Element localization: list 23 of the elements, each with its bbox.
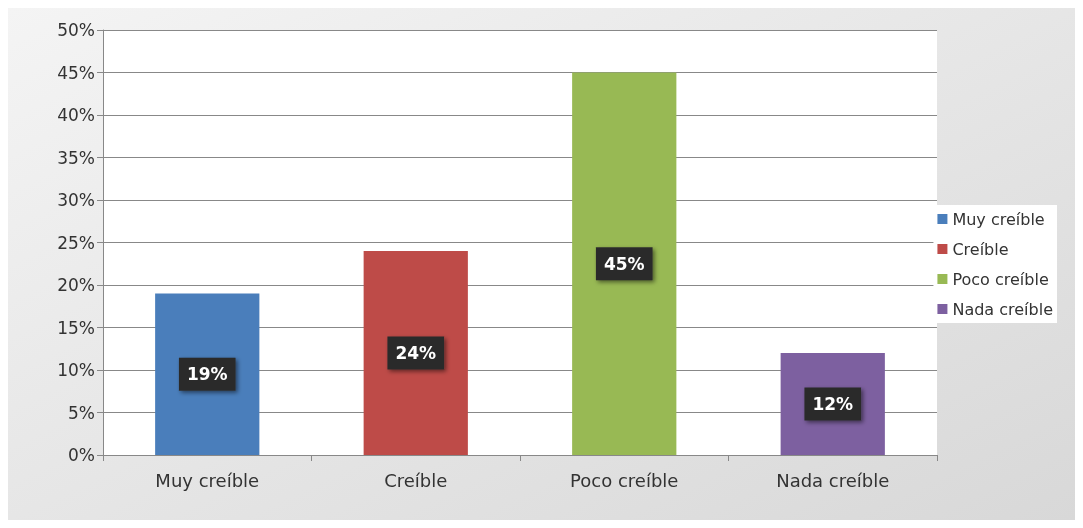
y-tick-label: 45% <box>57 62 95 83</box>
y-tick-label: 10% <box>57 360 95 380</box>
y-tick-label: 30% <box>57 190 95 210</box>
y-tick-label: 50% <box>57 20 95 40</box>
y-tick-label: 5% <box>68 402 95 423</box>
data-label: 19% <box>186 364 228 385</box>
y-tick-label: 0% <box>68 445 95 465</box>
y-tick-label: 25% <box>57 232 95 253</box>
x-tick-label: Creíble <box>384 469 448 491</box>
data-label: 24% <box>395 343 437 363</box>
data-label: 12% <box>812 394 854 414</box>
x-tick-label: Poco creíble <box>570 469 679 491</box>
y-tick-label: 35% <box>57 147 95 168</box>
y-tick-label: 15% <box>57 317 95 338</box>
y-tick-label: 20% <box>57 275 95 295</box>
x-tick-label: Nada creíble <box>776 469 890 491</box>
legend-label: Nada creíble <box>952 299 1053 319</box>
y-tick-label: 40% <box>57 105 95 125</box>
x-tick-label: Muy creíble <box>155 469 260 491</box>
legend-label: Muy creíble <box>952 209 1045 229</box>
legend-label: Creíble <box>952 239 1009 259</box>
data-label: 45% <box>603 253 645 274</box>
legend-label: Poco creíble <box>952 269 1049 289</box>
